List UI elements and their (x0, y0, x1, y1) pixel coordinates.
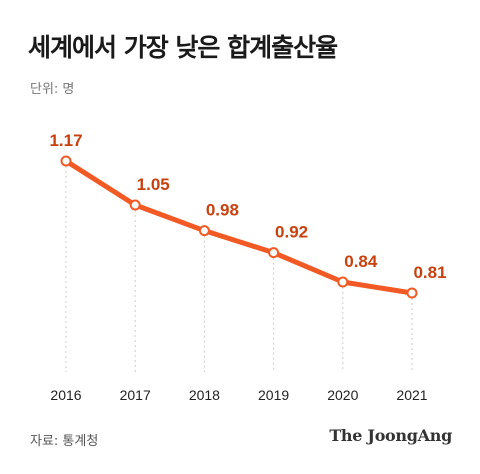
x-tick-2021: 2021 (396, 387, 427, 403)
data-label-2018: 0.98 (206, 201, 239, 220)
data-point-2017 (129, 199, 141, 211)
series-line (63, 158, 415, 296)
unit-label: 단위: 명 (30, 82, 75, 97)
gridlines (65, 161, 413, 372)
x-tick-2016: 2016 (50, 387, 81, 403)
data-label-2020: 0.84 (344, 252, 378, 271)
data-label-2019: 0.92 (275, 223, 308, 242)
data-label-2016: 1.17 (49, 131, 82, 150)
x-tick-2018: 2018 (189, 387, 220, 403)
data-point-2021 (406, 287, 418, 299)
x-tick-2019: 2019 (258, 387, 289, 403)
data-point-2018 (198, 225, 210, 237)
x-tick-2020: 2020 (327, 387, 358, 403)
data-point-2020 (337, 276, 349, 288)
data-label-2017: 1.05 (137, 175, 170, 194)
chart-title: 세계에서 가장 낮은 합계출산율 (28, 33, 338, 62)
source-note: 자료: 통계청 (30, 434, 99, 449)
data-point-2016 (60, 155, 72, 167)
data-points (60, 155, 418, 299)
publisher-logo: The JoongAng (329, 426, 452, 445)
data-label-2021: 0.81 (413, 263, 446, 282)
data-labels: 1.17 1.05 0.98 0.92 0.84 0.81 (49, 131, 446, 282)
data-point-2019 (268, 247, 280, 259)
x-tick-2017: 2017 (120, 387, 151, 403)
x-axis-ticks: 2016 2017 2018 2019 2020 2021 (50, 387, 427, 403)
